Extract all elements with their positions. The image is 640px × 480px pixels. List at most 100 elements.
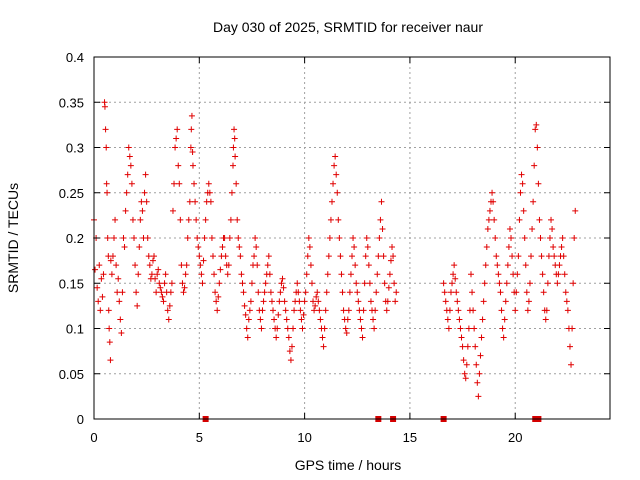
data-point: [340, 307, 347, 314]
data-point: [315, 298, 322, 305]
data-point: [122, 207, 129, 214]
data-point: [379, 225, 386, 232]
data-point: [361, 280, 368, 287]
data-point: [482, 262, 489, 269]
data-point: [529, 225, 536, 232]
data-point: [566, 343, 573, 350]
data-point: [333, 171, 340, 178]
data-point: [555, 271, 562, 278]
data-point: [271, 316, 278, 323]
data-point: [260, 298, 267, 305]
data-point: [106, 339, 113, 346]
data-point: [381, 280, 388, 287]
data-point: [188, 126, 195, 133]
data-point: [319, 334, 326, 341]
y-tick-label: 0.2: [66, 231, 84, 246]
data-point: [387, 257, 394, 264]
data-point: [481, 280, 488, 287]
data-point: [551, 253, 558, 260]
data-point: [194, 235, 201, 241]
data-point: [562, 289, 569, 296]
data-point: [473, 361, 480, 368]
data-point: [152, 275, 159, 282]
data-point: [206, 189, 213, 196]
data-point: [458, 334, 465, 341]
data-point: [349, 253, 355, 260]
data-point: [188, 112, 195, 119]
data-point: [107, 257, 114, 264]
y-tick-label: 0.05: [59, 367, 84, 382]
data-point: [259, 307, 266, 314]
data-point: [196, 253, 203, 260]
data-point: [166, 302, 173, 309]
data-point: [386, 271, 393, 278]
data-point: [489, 189, 496, 196]
data-point: [360, 307, 367, 314]
data-point: [530, 198, 537, 205]
data-point: [486, 207, 493, 214]
data-point: [240, 289, 247, 296]
data-point: [120, 235, 127, 241]
data-point: [454, 298, 461, 305]
data-point: [262, 280, 269, 287]
data-point: [389, 244, 396, 251]
data-point: [212, 289, 219, 296]
data-point: [317, 316, 324, 323]
data-point: [207, 198, 214, 205]
data-point: [176, 180, 183, 187]
data-point: [515, 253, 522, 260]
data-point: [336, 235, 343, 241]
data-point: [222, 253, 229, 260]
data-point: [215, 293, 222, 300]
data-point: [337, 253, 344, 260]
data-point: [231, 135, 238, 142]
data-point: [492, 235, 499, 241]
data-point: [247, 298, 254, 305]
data-point: [156, 280, 163, 287]
data-point: [183, 262, 190, 269]
data-point: [375, 253, 382, 260]
data-point: [184, 235, 191, 241]
data-point: [268, 298, 275, 305]
data-point: [131, 235, 138, 241]
x-tick-label: 15: [403, 430, 417, 445]
data-point: [169, 207, 176, 214]
data-point: [285, 334, 292, 341]
data-point: [138, 198, 145, 205]
data-point: [290, 325, 297, 332]
data-point: [441, 289, 448, 296]
data-point: [321, 325, 328, 332]
data-point: [100, 271, 107, 278]
data-point: [186, 198, 193, 205]
data-point: [533, 121, 540, 128]
data-point: [144, 235, 151, 241]
data-point: [463, 361, 470, 368]
data-point: [305, 235, 312, 241]
data-point: [540, 289, 547, 296]
data-point: [108, 271, 115, 278]
data-point: [246, 307, 253, 314]
data-point: [497, 289, 504, 296]
data-point: [503, 280, 510, 287]
data-point: [517, 189, 524, 196]
data-point: [320, 343, 327, 350]
data-point: [331, 162, 338, 169]
data-point: [350, 235, 357, 241]
data-point: [449, 280, 456, 287]
data-point: [460, 357, 467, 364]
data-point: [267, 289, 274, 296]
data-point: [284, 325, 291, 332]
data-point: [491, 216, 498, 223]
data-point: [193, 216, 200, 223]
data-point: [311, 307, 318, 314]
y-tick-label: 0.3: [66, 141, 84, 156]
data-point: [118, 330, 125, 337]
data-point: [266, 271, 273, 278]
data-point: [569, 325, 576, 332]
data-point: [94, 284, 101, 291]
data-point: [217, 266, 224, 273]
data-point: [189, 162, 196, 169]
data-point: [476, 370, 483, 377]
data-point: [378, 198, 385, 205]
data-point: [455, 307, 462, 314]
